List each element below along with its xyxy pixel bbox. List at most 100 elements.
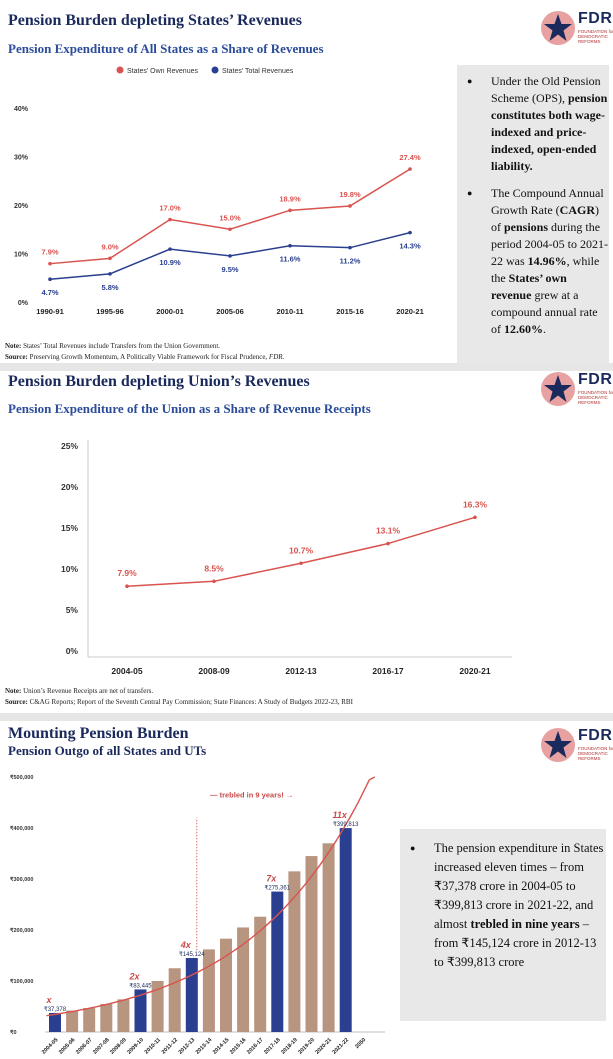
data-point [473,515,477,520]
bar [220,938,232,1032]
x-tick-label: 2011-12 [161,1037,179,1055]
bar-value-label: ₹37,378 [44,1006,67,1013]
x-tick-label: 2010-11 [144,1037,162,1055]
data-point [48,261,52,266]
y-tick-label: 15% [61,523,78,533]
y-tick-label: ₹400,000 [10,825,33,832]
logo-text: FDR [578,727,613,744]
panel1-bullet-box: Under the Old Pension Scheme (OPS), pens… [457,65,609,370]
x-tick-label: 2018-19 [280,1037,299,1056]
y-tick-label: 10% [61,564,78,574]
data-point [348,245,352,250]
data-label: 9.0% [101,242,118,251]
panel2-source: Source: C&AG Reports; Report of the Seve… [5,698,353,706]
panel1-bullet: Under the Old Pension Scheme (OPS), pens… [457,73,609,175]
bar [49,1012,61,1032]
x-tick-label: 2015-16 [229,1037,248,1056]
star-emblem-icon [541,11,575,45]
data-label: 10.9% [159,258,181,267]
y-tick-label: 40% [14,106,29,113]
panel2-subtitle: Pension Expenditure of the Union as a Sh… [8,401,371,416]
panel1-bullet: The Compound Annual Growth Rate (CAGR) o… [457,185,609,338]
fdr-logo: FDR FOUNDATION for DEMOCRATIC REFORMS [540,371,613,411]
data-point [212,579,216,584]
x-tick-label: 2013-14 [195,1037,214,1056]
x-tick-label: 2014-15 [212,1037,231,1056]
data-point [108,272,112,276]
bar [202,949,215,1032]
data-point [48,277,52,282]
x-tick-label: 2016-17 [372,666,403,676]
bar [66,1010,79,1032]
multiplier-label: 2x [128,971,140,981]
chart-states-pension-share: 0% 10% 20% 30% 40% 1990-91 1995-96 2000-01 2005-… [14,66,424,316]
data-label: 14.3% [399,242,421,251]
data-label: 27.4% [399,153,421,162]
data-label: 16.3% [463,499,488,509]
multiplier-label: 11x [333,810,348,820]
data-label: 10.7% [289,545,314,555]
multiplier-label: 4x [180,940,192,950]
y-tick-label: 30% [14,155,29,162]
data-label: 11.6% [280,255,301,264]
y-tick-label: 10% [14,252,29,259]
x-tick-label: 2000-01 [156,307,184,316]
x-tick-label: 2004-05 [111,666,142,676]
y-tick-label: 20% [61,482,78,492]
data-point [108,256,112,261]
y-tick-label: ₹200,000 [10,927,33,934]
logo-subtext: FOUNDATION for DEMOCRATIC REFORMS [578,390,613,405]
x-tick-label: 2007-08 [92,1037,111,1056]
x-tick-label: 2020-21 [314,1037,333,1056]
bar [305,856,318,1032]
panel3-title: Mounting Pension Burden [8,725,189,742]
data-point [348,204,352,208]
trend-curve [46,776,376,1017]
annotation-label: — trebled in 9 years! → [210,790,293,799]
data-label: 15.0% [219,213,241,222]
x-tick-label: 2015-16 [336,307,364,316]
data-point [288,243,292,248]
x-tick-label: 2017-18 [263,1037,282,1056]
data-point [168,217,172,222]
bar [237,927,250,1032]
bar [134,989,147,1032]
bar-value-label: ₹145,124 [179,951,205,958]
legend-marker [116,66,124,74]
panel-states-revenue: Pension Burden depleting States’ Revenue… [0,0,613,370]
x-tick-label: 2008-09 [198,666,229,676]
panel3-subtitle: Pension Outgo of all States and UTs [8,743,207,758]
panel3-bullet: The pension expenditure in States increa… [400,839,606,972]
bar [322,843,335,1032]
panel3-bullet-box: The pension expenditure in States increa… [400,829,606,1021]
logo-text: FDR [578,10,613,27]
star-emblem-icon [541,728,575,762]
bar [288,871,301,1032]
x-tick-label: 2021-22 [332,1037,351,1056]
data-label: 11.2% [340,257,361,266]
x-tick-label: 1990-91 [36,307,64,316]
y-tick-label: 20% [14,203,29,210]
bar [339,828,352,1032]
star-emblem-icon [541,372,575,406]
bar [271,891,284,1032]
bar [117,999,130,1032]
data-point [299,561,303,566]
y-tick-label: 0% [66,646,79,656]
logo-text: FDR [578,371,613,388]
legend-marker [211,66,219,74]
data-point [408,230,412,235]
data-point [386,541,390,546]
data-label: 17.0% [159,204,181,213]
data-label: 7.9% [41,248,58,257]
x-tick-label: 2006-07 [75,1037,94,1056]
logo-subtext: FOUNDATION for DEMOCRATIC REFORMS [578,29,613,44]
bar [168,968,181,1032]
data-point [125,584,129,589]
x-tick-label: 2020-21 [396,307,424,316]
bar [254,916,267,1032]
data-label: 18.9% [279,194,301,203]
x-tick-label: 2004-05 [41,1037,60,1056]
x-tick-label: 2009-10 [126,1037,145,1056]
x-tick-label: 2012-13 [178,1037,197,1056]
